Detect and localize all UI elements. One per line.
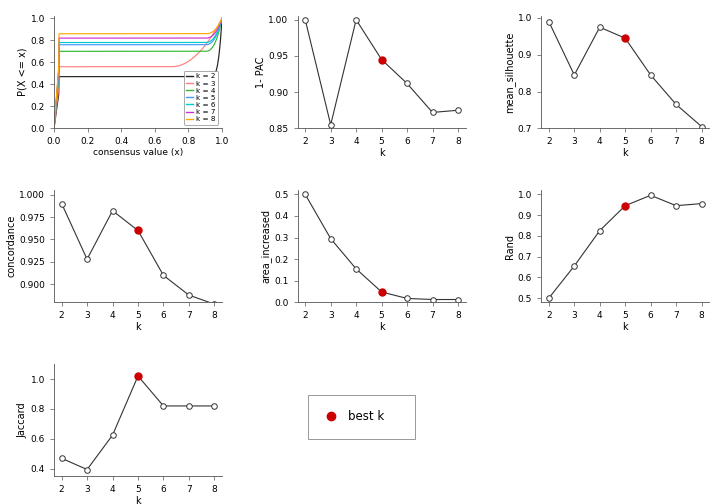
Y-axis label: Rand: Rand — [505, 234, 515, 259]
Y-axis label: 1- PAC: 1- PAC — [256, 56, 266, 88]
Legend: k = 2, k = 3, k = 4, k = 5, k = 6, k = 7, k = 8: k = 2, k = 3, k = 4, k = 5, k = 6, k = 7… — [184, 71, 218, 125]
Text: best k: best k — [348, 410, 384, 423]
X-axis label: k: k — [622, 148, 628, 158]
X-axis label: k: k — [135, 496, 141, 504]
Y-axis label: Jaccard: Jaccard — [18, 402, 28, 438]
FancyBboxPatch shape — [307, 396, 415, 439]
X-axis label: k: k — [379, 322, 384, 332]
X-axis label: consensus value (x): consensus value (x) — [93, 148, 183, 157]
Y-axis label: mean_silhouette: mean_silhouette — [504, 32, 515, 113]
Y-axis label: concordance: concordance — [6, 215, 17, 277]
Y-axis label: area_increased: area_increased — [261, 209, 271, 283]
X-axis label: k: k — [135, 322, 141, 332]
X-axis label: k: k — [379, 148, 384, 158]
X-axis label: k: k — [622, 322, 628, 332]
Y-axis label: P(X <= x): P(X <= x) — [18, 48, 28, 96]
